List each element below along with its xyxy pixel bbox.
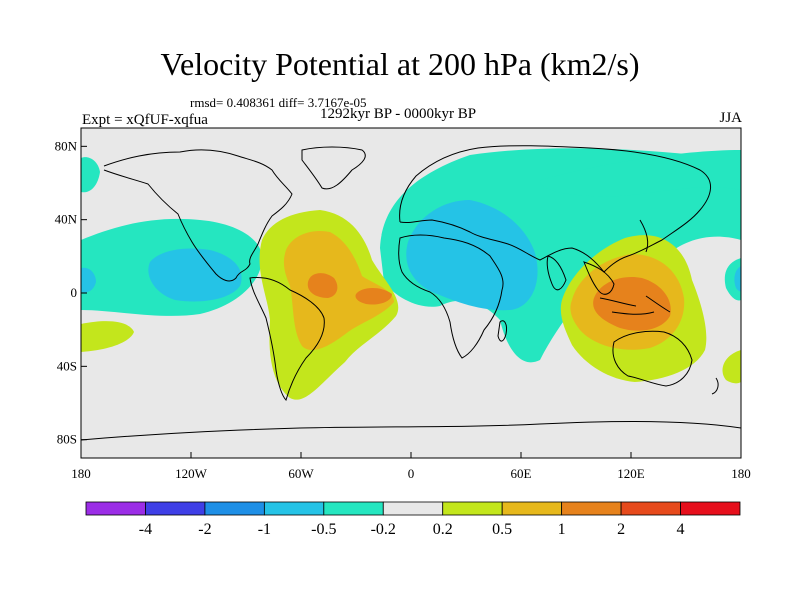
coast-greenland bbox=[301, 146, 366, 190]
colorbar-swatch bbox=[382, 501, 444, 516]
coast-japan bbox=[639, 219, 649, 253]
region-atlantic-pos1 bbox=[307, 273, 338, 298]
x-tick-label: 120E bbox=[617, 466, 645, 481]
colorbar-label: 1 bbox=[558, 521, 566, 538]
x-tick-label: 180 bbox=[71, 466, 91, 481]
colorbar-label: -0.5 bbox=[311, 521, 336, 538]
region-eastedge-neg05 bbox=[734, 266, 741, 292]
x-tick-label: 180 bbox=[731, 466, 751, 481]
y-tick-label: 40S bbox=[57, 358, 77, 373]
colorbar-swatch bbox=[680, 501, 741, 516]
region-westedge-neg05 bbox=[81, 267, 96, 293]
period-subtitle: 1292kyr BP - 0000kyr BP bbox=[320, 106, 477, 122]
region-eastedge-neg02 bbox=[724, 258, 741, 301]
colorbar-label: -0.2 bbox=[371, 521, 396, 538]
coast-north-america bbox=[103, 149, 293, 282]
x-tick-label: 60E bbox=[511, 466, 532, 481]
region-eastpacific-neg05 bbox=[148, 248, 242, 302]
colorbar-swatch bbox=[204, 501, 265, 516]
colorbar-label: 0.2 bbox=[433, 521, 453, 538]
region-eastedge-pos02 bbox=[722, 350, 741, 384]
region-westpacific-pos1 bbox=[593, 276, 671, 331]
region-arctic-neg02 bbox=[540, 150, 741, 197]
colorbar-label: 2 bbox=[617, 521, 625, 538]
chart-title: Velocity Potential at 200 hPa (km2/s) bbox=[160, 46, 640, 82]
colorbar-swatch bbox=[442, 501, 503, 516]
region-atlantic-pos05 bbox=[283, 230, 394, 351]
region-southpacific-pos02 bbox=[81, 321, 134, 352]
region-atlantic2-pos1 bbox=[355, 288, 392, 305]
x-tick-label: 60W bbox=[288, 466, 314, 481]
stats-label: rmsd= 0.408361 diff= 3.7167e-05 bbox=[190, 95, 367, 110]
colorbar-swatch bbox=[85, 501, 146, 516]
y-tick-label: 40N bbox=[55, 212, 78, 227]
colorbar: -4 -2 -1 -0.5 -0.2 0.2 0.5 1 2 4 bbox=[85, 501, 741, 538]
colorbar-swatch bbox=[620, 501, 681, 516]
colorbar-swatch bbox=[263, 501, 325, 516]
colorbar-label: -2 bbox=[198, 521, 211, 538]
x-tick-label: 120W bbox=[175, 466, 208, 481]
y-tick-label: 0 bbox=[71, 285, 78, 300]
region-westedge-neg02 bbox=[81, 157, 100, 193]
colorbar-swatch bbox=[501, 501, 563, 516]
coastlines bbox=[81, 145, 741, 441]
colorbar-label: -1 bbox=[258, 521, 271, 538]
coast-africa bbox=[398, 234, 504, 359]
colorbar-swatch bbox=[323, 501, 384, 516]
coast-europe-asia bbox=[399, 145, 711, 273]
experiment-label: Expt = xQfUF-xqfua bbox=[82, 112, 208, 128]
colorbar-label: -4 bbox=[139, 521, 152, 538]
coast-madagascar bbox=[497, 320, 507, 342]
region-africa-neg05 bbox=[406, 200, 538, 311]
colorbar-label: 0.5 bbox=[492, 521, 512, 538]
coast-indonesia bbox=[599, 295, 671, 315]
season-label: JJA bbox=[719, 110, 742, 126]
y-tick-label: 80S bbox=[57, 432, 77, 447]
coast-australia bbox=[612, 330, 693, 387]
colorbar-swatch bbox=[145, 501, 206, 516]
coast-new-zealand bbox=[711, 377, 719, 395]
y-tick-label: 80N bbox=[55, 138, 78, 153]
colorbar-label: 4 bbox=[677, 521, 685, 538]
coast-south-america bbox=[249, 277, 325, 401]
coast-india bbox=[546, 255, 567, 291]
coast-antarctica bbox=[81, 420, 741, 441]
x-tick-label: 0 bbox=[408, 466, 415, 481]
colorbar-swatch bbox=[561, 501, 622, 516]
coast-se-asia bbox=[583, 261, 615, 295]
